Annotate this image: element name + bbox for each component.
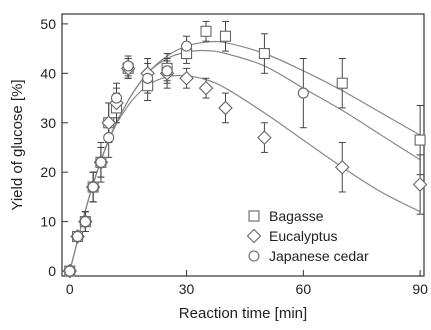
point-1-13 xyxy=(257,130,272,145)
error-bars xyxy=(74,20,424,242)
y-tick-label-50: 50 xyxy=(40,16,56,32)
data-points xyxy=(62,25,428,279)
point-2-11 xyxy=(297,87,309,99)
x-tick-label-60: 60 xyxy=(296,281,312,297)
y-tick-label-10: 10 xyxy=(40,214,56,230)
legend-marker-1 xyxy=(246,228,262,244)
x-tick-label-30: 30 xyxy=(179,281,195,297)
point-2-1 xyxy=(72,230,84,243)
point-2-5 xyxy=(103,132,115,144)
point-1-5 xyxy=(101,115,116,131)
x-tick-label-90: 90 xyxy=(412,281,428,297)
fit-curves xyxy=(69,40,421,272)
fit-curve-0 xyxy=(69,40,421,272)
legend-marker-0 xyxy=(248,210,260,222)
point-1-10 xyxy=(179,70,194,86)
legend-label-2: Japanese cedar xyxy=(269,248,369,264)
x-tick-label-0: 0 xyxy=(66,281,74,297)
y-tick-label-40: 40 xyxy=(40,65,56,81)
fit-curve-2 xyxy=(69,49,421,272)
legend-label-0: Bagasse xyxy=(269,208,324,224)
point-1-14 xyxy=(334,159,350,175)
point-0-14 xyxy=(336,77,348,89)
legend: Bagasse Eucalyptus Japanese cedar xyxy=(246,208,369,264)
y-tick-label-0: 0 xyxy=(48,263,56,279)
y-tick-label-20: 20 xyxy=(40,164,56,180)
point-2-10 xyxy=(181,40,193,52)
point-2-0 xyxy=(64,265,76,277)
axis-ticks: 0 30 60 90 0 10 20 30 40 50 xyxy=(40,16,428,297)
point-2-8 xyxy=(142,72,154,84)
point-2-4 xyxy=(95,156,107,168)
point-1-15 xyxy=(412,177,428,192)
point-2-7 xyxy=(122,60,134,72)
point-1-11 xyxy=(198,80,214,96)
point-0-15 xyxy=(414,134,426,146)
y-axis-label: Yield of glucose [%] xyxy=(9,79,26,210)
y-tick-label-30: 30 xyxy=(40,115,56,131)
legend-marker-2 xyxy=(248,250,260,262)
point-0-12 xyxy=(219,30,232,42)
point-2-9 xyxy=(161,65,173,77)
point-0-13 xyxy=(258,47,270,60)
point-0-11 xyxy=(200,25,212,37)
point-2-3 xyxy=(87,181,99,193)
x-axis-label: Reaction time [min] xyxy=(179,305,307,322)
plot-frame xyxy=(61,13,425,277)
legend-label-1: Eucalyptus xyxy=(269,228,337,244)
point-2-6 xyxy=(110,92,123,104)
point-1-12 xyxy=(218,100,233,116)
point-2-2 xyxy=(79,216,91,228)
